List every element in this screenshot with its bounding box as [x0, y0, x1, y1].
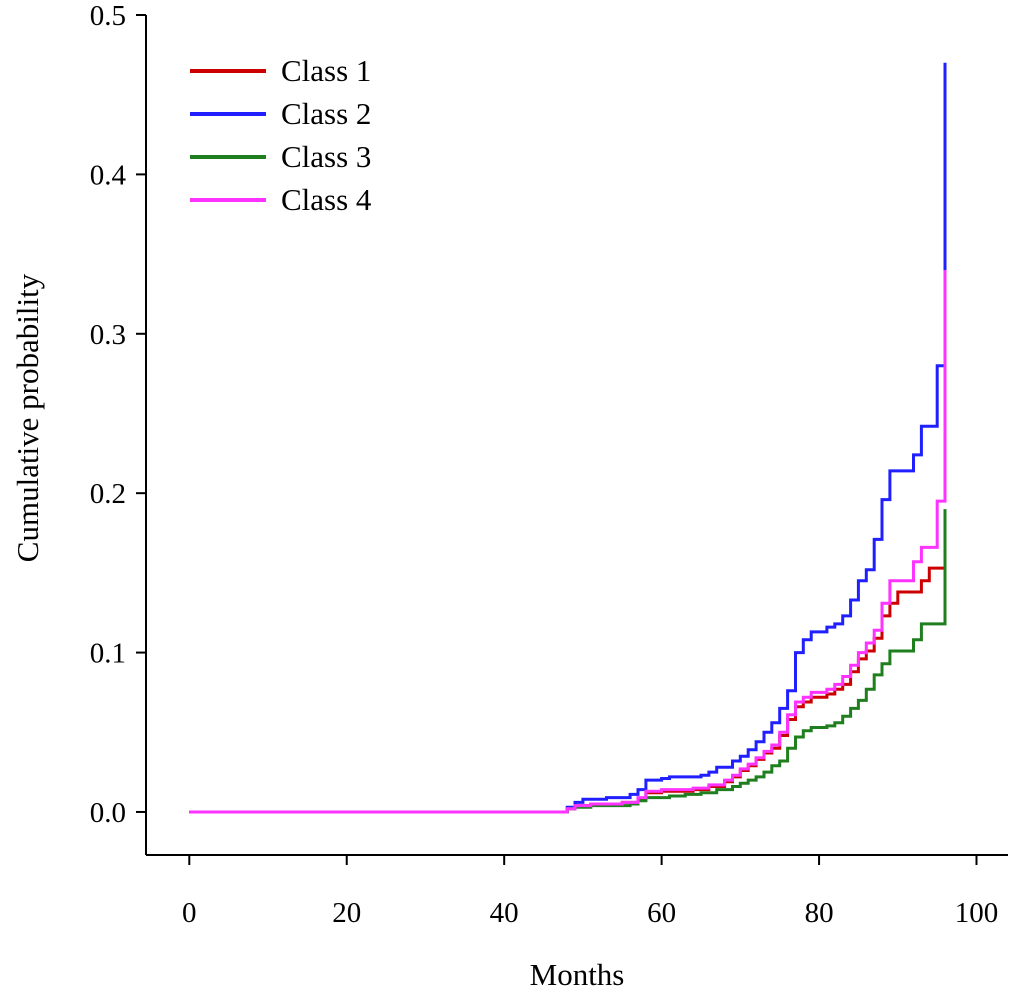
y-tick-label: 0.2	[90, 478, 126, 510]
y-axis-title: Cumulative probability	[10, 273, 45, 562]
series-layer	[189, 62, 947, 814]
x-axis-title: Months	[530, 957, 625, 992]
series-line-class-2	[189, 62, 947, 814]
series-line-class-1	[189, 512, 947, 814]
y-tick-label: 0.5	[90, 0, 126, 32]
y-tick-label: 0.4	[90, 159, 127, 191]
y-tick-label: 0.0	[90, 797, 126, 829]
series-line-class-4	[189, 270, 947, 814]
legend-label-class-4: Class 4	[281, 182, 372, 217]
legend-label-class-2: Class 2	[281, 96, 371, 131]
legend: Class 1 Class 2 Class 3 Class 4	[190, 53, 372, 217]
x-tick-label: 40	[490, 897, 519, 929]
x-tick-label: 60	[647, 897, 676, 929]
y-tick-label: 0.3	[90, 319, 126, 351]
x-tick-label: 20	[332, 897, 361, 929]
x-tick-label: 0	[182, 897, 197, 929]
axes: 0 20 40 60 80 100 0.0 0.1 0.2 0.3 0.4 0.5	[90, 0, 1008, 929]
legend-label-class-1: Class 1	[281, 53, 371, 88]
y-ticks: 0.0 0.1 0.2 0.3 0.4 0.5	[90, 0, 146, 829]
y-tick-label: 0.1	[90, 638, 126, 670]
x-tick-label: 80	[805, 897, 834, 929]
x-tick-label: 100	[955, 897, 999, 929]
legend-label-class-3: Class 3	[281, 139, 371, 174]
x-ticks: 0 20 40 60 80 100	[182, 855, 998, 929]
series-line-class-3	[189, 509, 947, 814]
